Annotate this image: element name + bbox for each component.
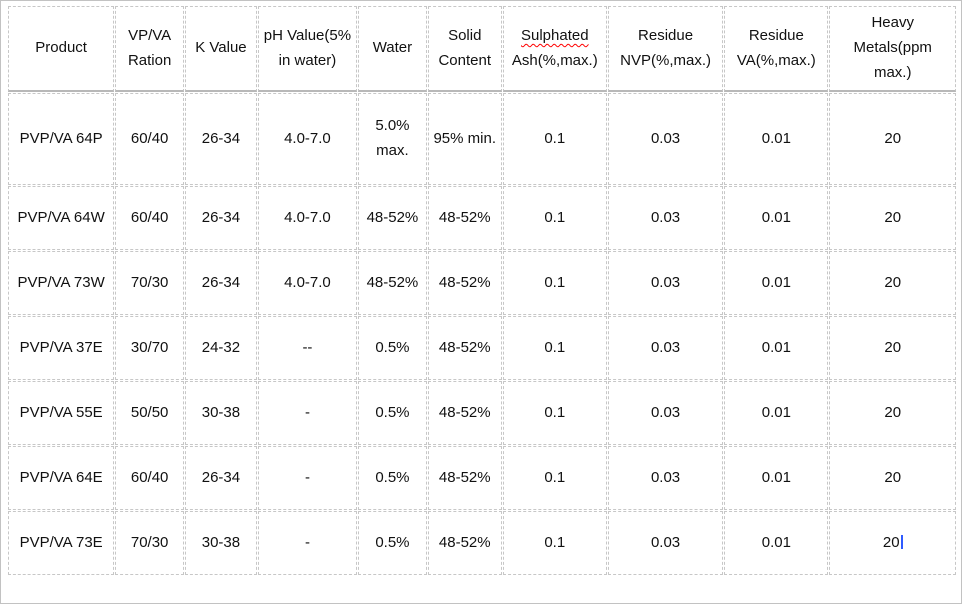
- header-sulphated-ash[interactable]: Sulphated Ash(%,max.): [502, 6, 607, 92]
- cell-metals[interactable]: 20: [829, 251, 956, 315]
- cell-nvp[interactable]: 0.03: [607, 381, 724, 445]
- cell-ph[interactable]: -: [257, 511, 358, 575]
- cell-solid[interactable]: 48-52%: [427, 511, 502, 575]
- cell-vpva[interactable]: 70/30: [115, 511, 185, 575]
- header-solid-content[interactable]: Solid Content: [427, 6, 502, 92]
- cell-water[interactable]: 48-52%: [358, 186, 427, 250]
- cell-ash[interactable]: 0.1: [502, 316, 607, 380]
- cell-kvalue[interactable]: 30-38: [185, 381, 257, 445]
- table-row: PVP/VA 64P 60/40 26-34 4.0-7.0 5.0% max.…: [8, 93, 956, 185]
- cell-va[interactable]: 0.01: [724, 446, 829, 510]
- cell-ph[interactable]: 4.0-7.0: [257, 93, 358, 185]
- header-heavy-metals[interactable]: Heavy Metals(ppm max.): [829, 6, 956, 92]
- cell-ph[interactable]: -: [257, 446, 358, 510]
- cell-ash[interactable]: 0.1: [502, 186, 607, 250]
- header-sulphated-ash-rest: Ash(%,max.): [511, 51, 598, 69]
- cell-kvalue[interactable]: 26-34: [185, 251, 257, 315]
- cell-kvalue[interactable]: 24-32: [185, 316, 257, 380]
- cell-product[interactable]: PVP/VA 73W: [8, 251, 115, 315]
- cell-nvp[interactable]: 0.03: [607, 316, 724, 380]
- header-k-value[interactable]: K Value: [185, 6, 257, 92]
- cell-va[interactable]: 0.01: [724, 93, 829, 185]
- table-row: PVP/VA 73E 70/30 30-38 - 0.5% 48-52% 0.1…: [8, 511, 956, 575]
- cell-ph[interactable]: 4.0-7.0: [257, 186, 358, 250]
- cell-solid[interactable]: 48-52%: [427, 446, 502, 510]
- cell-product[interactable]: PVP/VA 64E: [8, 446, 115, 510]
- header-ph-value[interactable]: pH Value(5% in water): [257, 6, 358, 92]
- header-residue-va[interactable]: Residue VA(%,max.): [724, 6, 829, 92]
- spellcheck-underlined-word: Sulphated: [521, 26, 589, 44]
- cell-vpva[interactable]: 60/40: [115, 446, 185, 510]
- cell-metals[interactable]: 20: [829, 316, 956, 380]
- cell-va[interactable]: 0.01: [724, 251, 829, 315]
- cell-va[interactable]: 0.01: [724, 511, 829, 575]
- header-vpva-ration[interactable]: VP/VA Ration: [115, 6, 185, 92]
- header-product[interactable]: Product: [8, 6, 115, 92]
- cell-metals[interactable]: 20: [829, 186, 956, 250]
- cell-vpva[interactable]: 60/40: [115, 186, 185, 250]
- cell-solid[interactable]: 48-52%: [427, 316, 502, 380]
- table-row: PVP/VA 64E 60/40 26-34 - 0.5% 48-52% 0.1…: [8, 446, 956, 510]
- cell-ph[interactable]: --: [257, 316, 358, 380]
- cell-metals[interactable]: 20: [829, 93, 956, 185]
- table-row: PVP/VA 64W 60/40 26-34 4.0-7.0 48-52% 48…: [8, 186, 956, 250]
- cell-ash[interactable]: 0.1: [502, 511, 607, 575]
- cell-product[interactable]: PVP/VA 64P: [8, 93, 115, 185]
- cell-va[interactable]: 0.01: [724, 381, 829, 445]
- cell-solid[interactable]: 48-52%: [427, 186, 502, 250]
- cell-water[interactable]: 0.5%: [358, 446, 427, 510]
- cell-vpva[interactable]: 30/70: [115, 316, 185, 380]
- cell-kvalue[interactable]: 30-38: [185, 511, 257, 575]
- cell-metals[interactable]: 20: [829, 381, 956, 445]
- cell-ash[interactable]: 0.1: [502, 251, 607, 315]
- cell-kvalue[interactable]: 26-34: [185, 446, 257, 510]
- cell-nvp[interactable]: 0.03: [607, 93, 724, 185]
- text-cursor: [900, 534, 903, 549]
- cell-vpva[interactable]: 70/30: [115, 251, 185, 315]
- cell-water[interactable]: 0.5%: [358, 511, 427, 575]
- header-water[interactable]: Water: [358, 6, 427, 92]
- cell-product[interactable]: PVP/VA 64W: [8, 186, 115, 250]
- cell-water[interactable]: 48-52%: [358, 251, 427, 315]
- product-spec-table: Product VP/VA Ration K Value pH Value(5%…: [7, 5, 957, 576]
- cell-product[interactable]: PVP/VA 37E: [8, 316, 115, 380]
- cell-nvp[interactable]: 0.03: [607, 251, 724, 315]
- cell-nvp[interactable]: 0.03: [607, 511, 724, 575]
- cell-product[interactable]: PVP/VA 73E: [8, 511, 115, 575]
- table-row: PVP/VA 73W 70/30 26-34 4.0-7.0 48-52% 48…: [8, 251, 956, 315]
- cell-water[interactable]: 5.0% max.: [358, 93, 427, 185]
- cell-ash[interactable]: 0.1: [502, 446, 607, 510]
- cell-ash[interactable]: 0.1: [502, 93, 607, 185]
- cell-metals-value: 20: [882, 533, 900, 551]
- cell-vpva[interactable]: 60/40: [115, 93, 185, 185]
- cell-nvp[interactable]: 0.03: [607, 186, 724, 250]
- cell-va[interactable]: 0.01: [724, 186, 829, 250]
- cell-solid[interactable]: 48-52%: [427, 381, 502, 445]
- cell-kvalue[interactable]: 26-34: [185, 186, 257, 250]
- cell-va[interactable]: 0.01: [724, 316, 829, 380]
- cell-metals[interactable]: 20: [829, 446, 956, 510]
- cell-solid[interactable]: 48-52%: [427, 251, 502, 315]
- cell-water[interactable]: 0.5%: [358, 316, 427, 380]
- cell-ash[interactable]: 0.1: [502, 381, 607, 445]
- table-row: PVP/VA 37E 30/70 24-32 -- 0.5% 48-52% 0.…: [8, 316, 956, 380]
- table-header-row: Product VP/VA Ration K Value pH Value(5%…: [8, 6, 956, 92]
- cell-solid[interactable]: 95% min.: [427, 93, 502, 185]
- cell-ph[interactable]: -: [257, 381, 358, 445]
- cell-metals[interactable]: 20: [829, 511, 956, 575]
- cell-nvp[interactable]: 0.03: [607, 446, 724, 510]
- header-residue-nvp[interactable]: Residue NVP(%,max.): [607, 6, 724, 92]
- cell-kvalue[interactable]: 26-34: [185, 93, 257, 185]
- cell-product[interactable]: PVP/VA 55E: [8, 381, 115, 445]
- table-row: PVP/VA 55E 50/50 30-38 - 0.5% 48-52% 0.1…: [8, 381, 956, 445]
- cell-ph[interactable]: 4.0-7.0: [257, 251, 358, 315]
- cell-water[interactable]: 0.5%: [358, 381, 427, 445]
- cell-vpva[interactable]: 50/50: [115, 381, 185, 445]
